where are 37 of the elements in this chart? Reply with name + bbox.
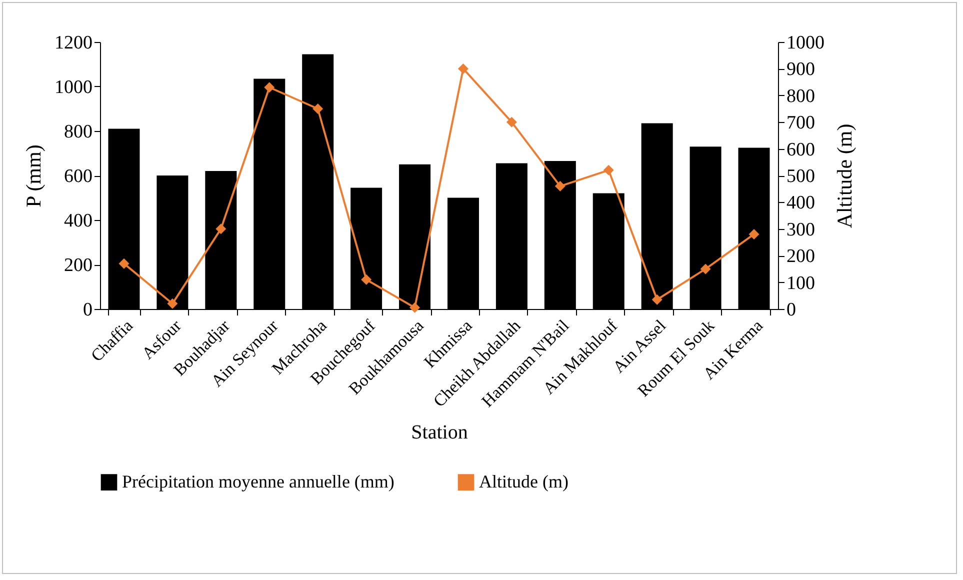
point [554, 180, 566, 192]
point [264, 82, 275, 93]
x-axis-title: Station [411, 422, 468, 444]
y2-axis-title: Altitude (m) [832, 124, 856, 228]
point [410, 302, 420, 313]
y-tick-label: 200 [64, 255, 92, 276]
point [361, 274, 372, 285]
y2-tick-label: 0 [786, 300, 796, 320]
point [458, 63, 468, 74]
point [748, 228, 760, 240]
y2-tick-label: 800 [786, 86, 815, 107]
y2-tick-label: 900 [786, 59, 815, 80]
y2-tick-label: 700 [786, 112, 815, 134]
y-axis-title: P (mm) [22, 144, 46, 208]
y2-tick-label: 600 [786, 139, 815, 160]
y-tick-label: 1000 [54, 77, 92, 98]
point [700, 264, 711, 274]
y-tick-label: 400 [64, 210, 92, 232]
point [506, 116, 517, 128]
point [652, 294, 662, 305]
y-tick-label: 600 [64, 166, 92, 187]
y2-tick-label: 1000 [786, 32, 824, 54]
y2-tick-label: 500 [786, 166, 815, 187]
point [312, 104, 324, 114]
point [603, 164, 614, 176]
y2-tick-label: 300 [786, 219, 815, 240]
y-tick-label: 800 [64, 122, 92, 142]
point [167, 298, 178, 309]
y-tick-label: 0 [83, 300, 92, 320]
point [118, 258, 130, 269]
point [216, 224, 226, 234]
y-tick-label: 1200 [54, 32, 92, 54]
legend-label: Altitude (m) [479, 471, 568, 492]
legend-label: Précipitation moyenne annuelle (mm) [122, 471, 394, 492]
y2-tick-label: 100 [786, 272, 815, 294]
y2-tick-label: 200 [786, 246, 815, 268]
y2-tick-label: 400 [786, 192, 815, 214]
